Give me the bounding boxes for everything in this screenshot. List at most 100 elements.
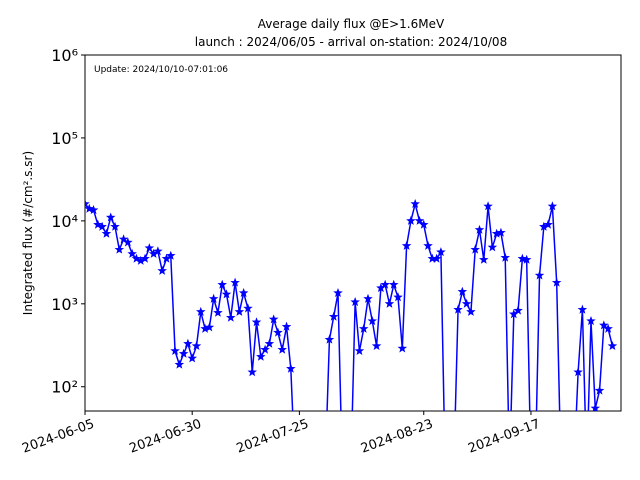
star-marker: [479, 254, 489, 264]
star-marker: [308, 465, 318, 474]
star-marker: [577, 304, 588, 314]
x-tick-label: 2024-09-17: [466, 417, 542, 457]
y-axis-label: Integrated flux (#/cm².s.sr): [21, 151, 35, 315]
annotation: Update: 2024/10/10-07:01:06: [94, 65, 228, 75]
star-marker: [582, 465, 592, 474]
star-marker: [410, 198, 420, 208]
star-marker: [521, 254, 532, 264]
star-marker: [135, 255, 146, 265]
star-marker: [423, 240, 433, 250]
star-marker: [607, 340, 618, 351]
star-marker: [148, 248, 159, 258]
x-tick-label: 2024-07-25: [235, 417, 311, 457]
star-marker: [316, 465, 326, 474]
star-marker: [505, 465, 515, 474]
star-marker: [183, 338, 193, 348]
star-marker: [414, 215, 425, 225]
star-marker: [427, 253, 438, 263]
star-marker: [530, 465, 540, 474]
star-marker: [338, 465, 348, 474]
star-marker: [526, 465, 536, 474]
star-marker: [170, 345, 180, 356]
star-marker: [561, 465, 571, 474]
star-marker: [277, 344, 287, 354]
star-marker: [565, 465, 575, 474]
star-marker: [371, 340, 382, 351]
star-marker: [97, 221, 107, 231]
star-marker: [586, 316, 596, 326]
star-marker: [144, 243, 155, 253]
star-marker: [599, 320, 609, 330]
star-marker: [487, 242, 498, 252]
star-marker: [131, 253, 142, 263]
y-tick-label: 10⁴: [51, 212, 78, 231]
star-marker: [431, 253, 442, 263]
star-marker: [221, 289, 232, 299]
star-marker: [513, 305, 523, 315]
star-marker: [153, 246, 163, 256]
star-marker: [260, 344, 270, 354]
star-marker: [268, 314, 279, 324]
star-marker: [440, 465, 450, 474]
star-marker: [491, 228, 502, 238]
star-marker: [264, 338, 275, 348]
y-tick-label: 10⁶: [51, 46, 78, 65]
star-marker: [299, 465, 309, 474]
chart-title: Average daily flux @E>1.6MeV: [258, 17, 445, 31]
star-marker: [346, 465, 356, 474]
star-marker: [127, 248, 137, 258]
star-marker: [406, 215, 416, 225]
star-marker: [367, 316, 378, 326]
star-marker: [118, 234, 129, 244]
star-marker: [230, 277, 240, 287]
star-marker: [213, 307, 223, 317]
x-tick-label: 2024-08-23: [359, 417, 435, 457]
star-marker: [436, 247, 446, 257]
star-marker: [114, 244, 125, 254]
star-marker: [208, 293, 219, 303]
star-marker: [534, 270, 545, 280]
star-marker: [354, 345, 365, 356]
star-marker: [204, 322, 215, 332]
plot-area: [85, 198, 618, 474]
star-marker: [449, 465, 459, 474]
star-marker: [556, 465, 566, 474]
star-marker: [397, 343, 408, 353]
star-marker: [388, 279, 399, 289]
star-marker: [85, 198, 90, 208]
star-marker: [295, 465, 305, 474]
y-tick-label: 10³: [51, 295, 78, 314]
chart-subtitle: launch : 2024/06/05 - arrival on-station…: [195, 35, 507, 49]
star-marker: [466, 306, 476, 316]
star-marker: [101, 228, 112, 238]
star-marker: [401, 240, 412, 250]
star-marker: [88, 205, 99, 215]
star-marker: [419, 219, 429, 229]
star-marker: [123, 237, 133, 247]
star-marker: [320, 465, 330, 474]
star-marker: [380, 279, 390, 289]
star-marker: [393, 292, 403, 302]
star-marker: [191, 340, 202, 351]
star-marker: [110, 221, 120, 231]
star-marker: [590, 403, 601, 411]
star-marker: [281, 321, 292, 331]
star-marker: [551, 277, 562, 287]
star-marker: [85, 203, 95, 213]
star-marker: [453, 304, 463, 314]
star-marker: [470, 244, 480, 254]
star-marker: [342, 465, 352, 474]
star-marker: [243, 303, 253, 313]
star-marker: [573, 367, 583, 377]
star-marker: [461, 298, 472, 308]
star-marker: [157, 265, 167, 275]
star-marker: [483, 201, 493, 211]
star-marker: [376, 283, 386, 293]
star-marker: [474, 224, 485, 234]
star-marker: [500, 252, 510, 262]
star-marker: [496, 227, 506, 237]
star-marker: [303, 465, 313, 474]
star-marker: [543, 219, 553, 229]
star-marker: [200, 323, 210, 333]
star-marker: [324, 334, 335, 344]
